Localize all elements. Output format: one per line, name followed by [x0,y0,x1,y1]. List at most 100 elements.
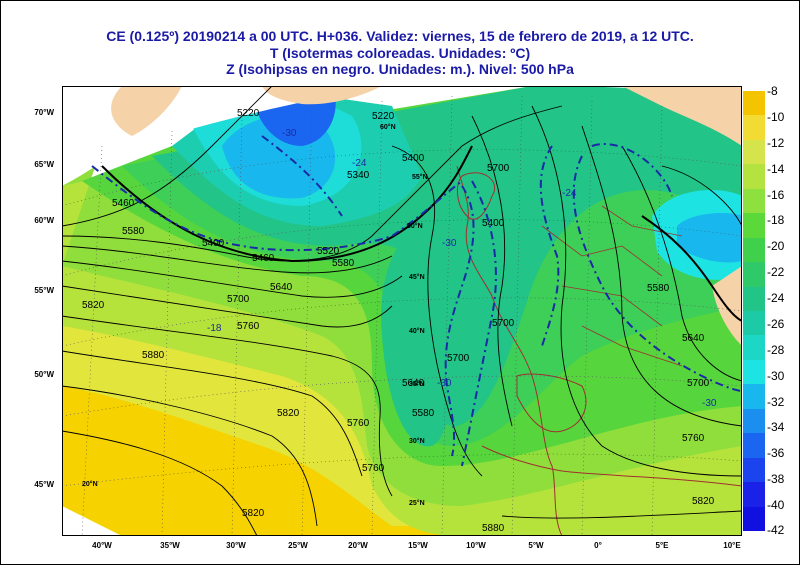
lon-label: 35°W [160,541,180,550]
temperature-colorbar: -8 -10 -12 -14 -16 -18 -20 -22 -24 -26 -28 -30 -32 -3… [743,84,784,537]
lon-label: 5°E [655,541,669,550]
contour-label: 5400 [482,218,505,229]
contour-label: 5820 [82,300,105,311]
colorbar-label: -22 [767,265,785,280]
isotherm-label: -30 [442,238,457,249]
colorbar-label: -26 [767,316,785,331]
cold-core-ne-inner [677,213,742,263]
outside-domain-bottom-left [62,506,122,536]
coastline-africa [481,445,742,487]
graticule-label: 45°N [409,273,425,281]
lon-label: 5°W [528,541,544,550]
title-line-2: T (Isotermas coloreadas. Unidades: ºC) [269,44,531,61]
contour-label: 5880 [142,350,165,361]
land-iceland [262,86,382,105]
contour-label: 5700 [227,294,250,305]
coastline-uk [456,172,496,220]
graticule [62,95,742,536]
isotherm-dashed-lines [91,135,742,467]
contour-label: 5640 [402,378,425,389]
contour-label: 5580 [122,226,145,237]
contour-label: 5520 [317,246,340,257]
colorbar-swatch [743,188,765,214]
contour-label: 5220 [237,108,260,119]
colorbar-swatch [743,433,765,459]
colorbar-label: -36 [767,446,785,461]
isotherm-label: -18 [207,323,222,334]
contour-labels: 5220 5220 5340 5400 5460 5520 5580 5640 … [82,108,715,534]
contour-label: 5760 [237,321,260,332]
title-block: CE (0.125º) 20190214 a 00 UTC. H+036. Va… [0,28,800,78]
colorbar-label: -40 [767,498,785,513]
colorbar-label: -38 [767,472,785,487]
contour-label: 5760 [362,463,385,474]
graticule-label: 60°N [380,123,396,131]
contour-label: 5760 [347,418,370,429]
colorbar-swatch [743,115,765,141]
lat-label: 50°W [34,370,54,379]
isotherm-label: -30 [437,378,452,389]
contour-label: 5820 [277,408,300,419]
contour-label: 5220 [372,111,395,122]
borders-europe [541,205,683,367]
contour-label: 5820 [242,508,265,519]
colorbar-label: -8 [767,84,778,98]
lon-label: 20°W [348,541,368,550]
lon-label: 10°W [466,541,486,550]
colorbar-swatch [743,482,765,508]
graticule-label: 55°N [412,173,428,181]
graticule-labels: 60°N 55°N 50°N 45°N 40°N 35°N 30°N 25°N … [82,123,428,507]
colorbar-swatch [743,311,765,336]
title-line-3: Z (Isohipsas en negro. Unidades: m.). Ni… [226,61,574,77]
colorbar-swatch [743,457,765,483]
contour-label: 5340 [347,170,370,181]
isotherm-label: -30 [702,398,717,409]
colorbar-swatch [743,262,765,288]
colorbar-label: -16 [767,187,785,202]
isotherm-label: -30 [282,128,297,139]
contour-label: 5700 [492,318,515,329]
colorbar-label: -32 [767,394,785,409]
contour-label: 5700 [447,353,470,364]
isohypse-lines [62,86,742,536]
lon-label: 40°W [92,541,112,550]
colorbar-swatch [743,286,765,312]
contour-label: 5640 [270,282,293,293]
contour-label: 5820 [692,496,715,507]
colorbar-swatch [743,237,765,263]
lon-label: 30°W [226,541,246,550]
temperature-geopotential-map: 5220 5220 5340 5400 5460 5520 5580 5640 … [62,86,742,536]
isotherm-labels: -24 -30 -30 -30 -24 -30 -18 [207,128,717,409]
lat-label: 45°W [34,480,54,489]
cut-off-low-core [381,226,457,447]
land-scandinavia [622,86,742,146]
colorbar-label: -18 [767,213,785,228]
contour-label: 5700 [487,163,510,174]
lat-label: 55°W [34,286,54,295]
colorbar-swatch [743,139,765,165]
colorbar-label: -30 [767,368,785,383]
colorbar-label: -12 [767,135,785,150]
colorbar-swatch [743,164,765,190]
contour-label: 5460 [252,253,275,264]
coastline-iberia [516,373,587,433]
contour-label: 5580 [412,408,435,419]
colorbar-swatch [743,384,765,410]
isohypse-thick-east [641,215,742,322]
lon-label: 15°W [408,541,428,550]
colorbar-swatch [743,506,765,532]
land-greenland [111,86,182,136]
colorbar-swatch [743,91,765,116]
lat-label: 70°W [34,108,54,117]
colorbar-label: -20 [767,239,785,254]
colorbar-label: -14 [767,161,785,176]
graticule-label: 25°N [409,499,425,507]
lat-label: 60°W [34,216,54,225]
colorbar-swatch [743,335,765,361]
lon-label: 25°W [288,541,308,550]
isotherm-label: -24 [352,158,367,169]
colorbar-label: -28 [767,342,785,357]
title-line-1: CE (0.125º) 20190214 a 00 UTC. H+036. Va… [106,28,694,44]
colorbar-label: -10 [767,109,785,124]
contour-label: 5640 [682,333,705,344]
